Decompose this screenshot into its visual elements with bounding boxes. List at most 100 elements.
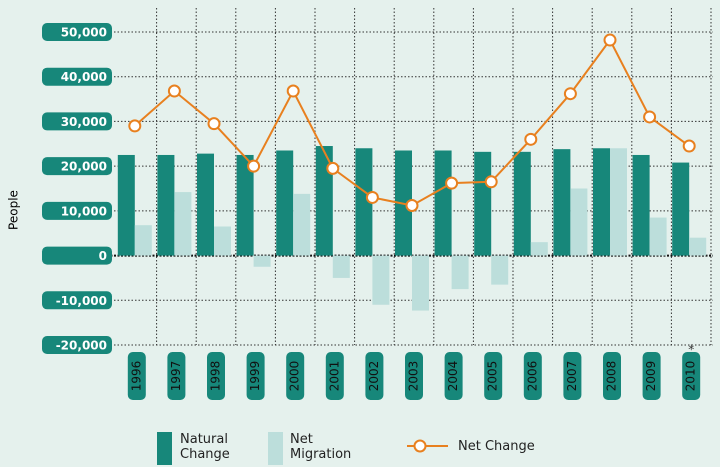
- legend-swatch: [268, 432, 283, 465]
- y-tick-box: [42, 291, 112, 310]
- x-tick-box: [207, 352, 225, 400]
- marker: [524, 132, 538, 146]
- x-tick-box: [603, 352, 621, 400]
- bar: [513, 151, 531, 256]
- bar: [593, 148, 610, 256]
- annotation: *: [688, 343, 694, 357]
- bar: [570, 188, 588, 256]
- x-tick-label: 1999: [248, 361, 262, 392]
- marker: [365, 190, 379, 204]
- marker: [247, 159, 261, 173]
- y-tick-label: -10,000: [56, 294, 107, 308]
- y-tick-label: -20,000: [56, 339, 107, 353]
- y-tick-box: [42, 246, 112, 265]
- marker: [128, 119, 142, 133]
- bar: [372, 255, 390, 305]
- bar: [134, 225, 152, 256]
- marker: [682, 139, 696, 153]
- bar: [174, 192, 192, 256]
- bar: [610, 148, 627, 256]
- legend-label: Net Change: [458, 439, 535, 454]
- x-tick-label: 1998: [209, 361, 223, 392]
- bar: [236, 154, 254, 256]
- x-tick-label: 2000: [288, 361, 302, 392]
- x-tick-box: [523, 352, 542, 400]
- y-tick-box: [42, 157, 112, 176]
- bar: [157, 154, 175, 256]
- marker: [643, 110, 657, 124]
- x-tick-label: 2010: [684, 361, 698, 392]
- bar: [434, 150, 452, 256]
- x-tick-box: [682, 352, 701, 400]
- marker: [207, 117, 221, 131]
- x-tick-label: 2002: [367, 361, 381, 392]
- marker: [286, 84, 300, 98]
- marker: [603, 33, 617, 47]
- x-tick-label: 2007: [565, 361, 579, 392]
- x-tick-box: [405, 352, 423, 400]
- marker: [326, 161, 340, 175]
- x-tick-label: 2006: [525, 361, 539, 392]
- x-tick-label: 1996: [129, 361, 143, 392]
- marker: [167, 84, 181, 98]
- y-tick-label: 20,000: [61, 160, 107, 174]
- legend-label: Net Migration: [290, 432, 352, 462]
- bar: [649, 217, 667, 256]
- x-tick-box: [444, 352, 463, 400]
- legend-label: Natural Change: [180, 432, 230, 462]
- y-tick-box: [42, 201, 112, 220]
- legend-swatch: [157, 432, 172, 465]
- x-tick-label: 2004: [446, 361, 460, 392]
- legend-marker: [413, 439, 427, 453]
- x-tick-box: [286, 352, 305, 400]
- bar: [117, 154, 135, 256]
- x-tick-box: [246, 352, 265, 400]
- bar: [632, 154, 650, 256]
- bar: [315, 146, 333, 256]
- x-tick-box: [325, 352, 344, 400]
- x-tick-box: [563, 352, 582, 400]
- y-tick-label: 30,000: [61, 115, 107, 129]
- x-tick-label: 2009: [644, 361, 658, 392]
- bar: [276, 150, 294, 256]
- y-tick-box: [42, 336, 112, 354]
- marker: [484, 175, 498, 189]
- bar: [293, 193, 311, 256]
- x-tick-label: 2001: [327, 361, 341, 392]
- bar: [474, 151, 492, 256]
- bar: [253, 255, 271, 267]
- y-tick-label: 40,000: [61, 70, 107, 84]
- y-axis-label: People: [7, 190, 21, 230]
- bar: [197, 153, 214, 256]
- y-tick-box: [42, 67, 112, 86]
- x-tick-box: [167, 352, 186, 400]
- marker: [405, 198, 419, 212]
- x-tick-label: 2005: [486, 361, 500, 392]
- bar: [214, 226, 231, 256]
- bar: [672, 162, 690, 256]
- bar: [412, 255, 429, 311]
- x-tick-label: 2003: [407, 361, 421, 392]
- marker: [563, 87, 577, 101]
- bar: [689, 237, 707, 256]
- y-tick-label: 50,000: [61, 26, 107, 40]
- x-tick-label: 2008: [605, 361, 619, 392]
- x-tick-box: [484, 352, 503, 400]
- bar: [332, 255, 350, 278]
- marker: [445, 176, 459, 190]
- y-tick-box: [42, 112, 112, 131]
- x-tick-label: 1997: [169, 361, 183, 392]
- bar: [530, 242, 548, 256]
- y-tick-label: 10,000: [61, 204, 107, 218]
- bar: [355, 148, 373, 256]
- x-tick-box: [642, 352, 661, 400]
- bar: [491, 255, 509, 285]
- bar: [451, 255, 469, 290]
- x-tick-box: [127, 352, 146, 400]
- x-tick-box: [365, 352, 384, 400]
- y-tick-label: 0: [99, 249, 107, 263]
- y-tick-box: [42, 23, 112, 41]
- bar: [553, 149, 571, 256]
